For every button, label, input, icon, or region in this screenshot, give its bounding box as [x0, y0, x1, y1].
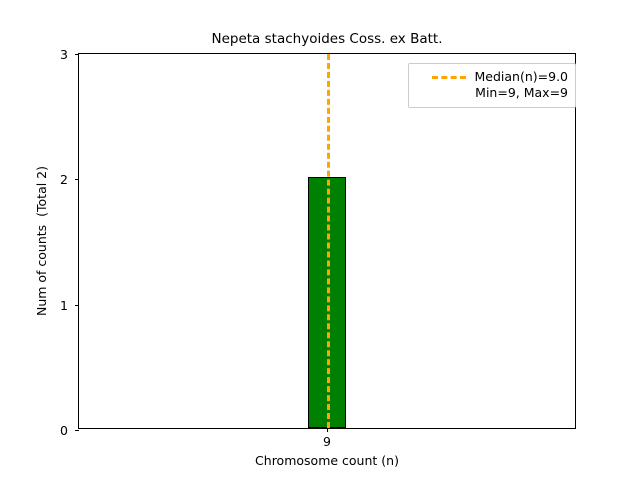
- legend-label-median: Median(n)=9.0: [474, 69, 569, 84]
- median-line: [327, 54, 330, 428]
- y-tick-0: 0: [60, 423, 79, 438]
- legend-label-minmax: Min=9, Max=9: [475, 85, 568, 100]
- legend: Median(n)=9.0 Min=9, Max=9: [408, 63, 576, 108]
- y-tick-1: 1: [60, 298, 79, 313]
- y-tick-label-0: 0: [60, 422, 68, 438]
- y-tick-label-3: 3: [60, 47, 68, 62]
- y-tick-label-2: 2: [60, 172, 68, 188]
- x-tick-label-9: 9: [323, 434, 331, 449]
- x-tick-9: [327, 428, 328, 432]
- legend-entry-median: Median(n)=9.0: [416, 69, 568, 85]
- legend-entry-minmax: Min=9, Max=9: [416, 85, 568, 101]
- plot-area: 0 1 2 3 9 Median(n)=9.0 Min=9, Max=9: [60, 47, 576, 449]
- y-axis-label: Num of counts (Total 2): [34, 165, 49, 317]
- y-tick-2: 2: [60, 172, 79, 187]
- page-title: Nepeta stachyoides Coss. ex Batt.: [211, 31, 443, 47]
- y-tick-label-1: 1: [60, 297, 68, 313]
- y-tick-3: 3: [60, 47, 79, 62]
- x-axis-label: Chromosome count (n): [255, 453, 399, 468]
- dashed-line-icon: [431, 69, 466, 85]
